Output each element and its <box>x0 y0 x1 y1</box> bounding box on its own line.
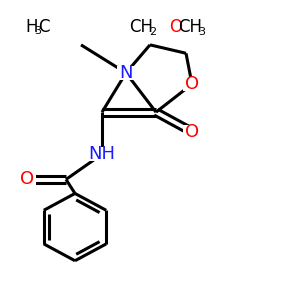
Bar <box>183 125 201 139</box>
Bar <box>183 77 201 91</box>
Text: O: O <box>20 170 34 188</box>
Text: C: C <box>38 18 50 36</box>
Bar <box>18 172 36 186</box>
Text: 2: 2 <box>149 27 157 37</box>
Text: O: O <box>169 18 182 36</box>
Text: CH: CH <box>129 18 153 36</box>
Bar <box>88 147 116 161</box>
Text: NH: NH <box>88 145 116 163</box>
Text: O: O <box>185 75 199 93</box>
Text: O: O <box>185 123 199 141</box>
Bar <box>117 66 135 80</box>
Text: 3: 3 <box>34 26 41 36</box>
Text: H: H <box>26 18 38 36</box>
Text: 3: 3 <box>198 27 205 37</box>
Text: N: N <box>119 64 133 82</box>
Text: CH: CH <box>178 18 203 36</box>
